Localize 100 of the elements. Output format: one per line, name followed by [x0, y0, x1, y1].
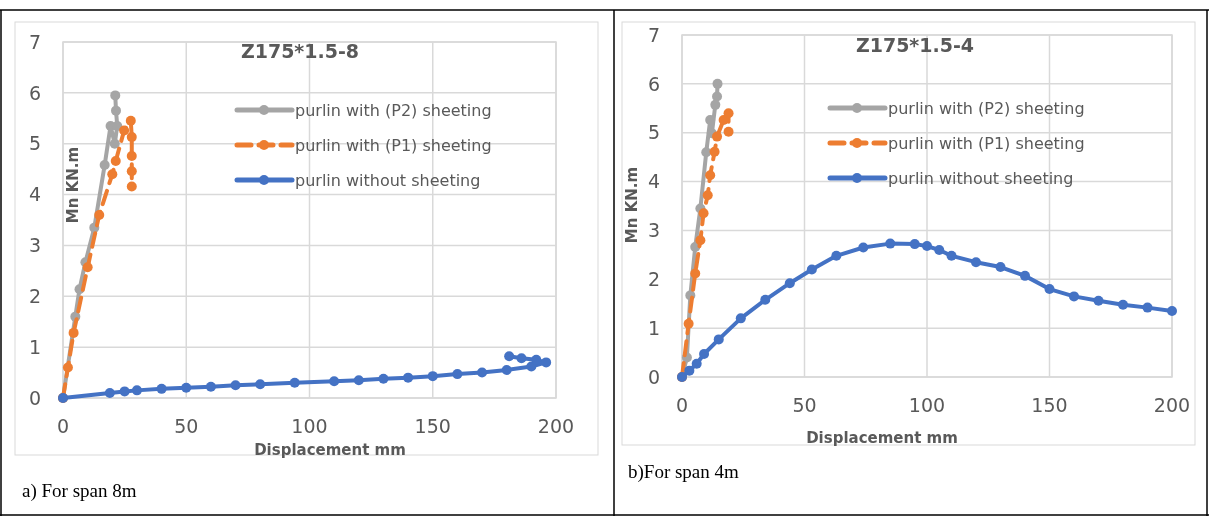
point — [885, 238, 896, 249]
y-tick-label: 1 — [28, 335, 41, 358]
point — [452, 369, 463, 380]
text: b)For span 4m — [628, 461, 740, 483]
point — [712, 78, 723, 89]
point — [971, 257, 981, 268]
point — [104, 387, 115, 398]
y-tick-label: 5 — [28, 132, 41, 155]
point — [119, 125, 130, 136]
point — [1167, 306, 1177, 317]
x-tick-label: 200 — [537, 415, 575, 437]
point — [702, 190, 713, 201]
point — [691, 358, 702, 369]
point — [1142, 302, 1153, 313]
point — [683, 318, 694, 329]
point — [531, 354, 542, 365]
point — [94, 209, 105, 220]
point — [62, 362, 73, 373]
point — [255, 379, 266, 390]
point — [698, 208, 709, 219]
point — [709, 146, 720, 157]
point — [68, 327, 79, 338]
point — [289, 377, 300, 388]
point — [156, 383, 167, 394]
y-axis-title: Mn KN.m — [64, 146, 82, 224]
x-tick-label: 150 — [414, 415, 451, 437]
point — [1044, 284, 1055, 295]
point — [701, 147, 712, 158]
point — [82, 262, 93, 273]
chart-title: Z175*1.5-8 — [240, 40, 360, 62]
point — [723, 108, 734, 119]
legend-label: purlin with (P2) sheeting — [888, 98, 1085, 118]
x-tick-label: 200 — [1153, 394, 1191, 416]
x-tick-label: 100 — [291, 415, 328, 437]
point — [427, 371, 438, 382]
point — [909, 239, 920, 250]
x-tick-label: 50 — [792, 394, 817, 416]
y-axis-title: Mn KN.m — [623, 166, 641, 244]
y-tick-label: 0 — [647, 365, 660, 388]
point — [831, 250, 842, 261]
point — [1020, 270, 1030, 281]
point — [205, 381, 216, 392]
point — [109, 138, 120, 149]
y-tick-label: 6 — [647, 72, 660, 95]
point — [718, 115, 729, 126]
y-tick-label: 4 — [28, 183, 41, 206]
legend-label: purlin without sheeting — [888, 168, 1074, 188]
point — [126, 132, 137, 143]
point — [710, 99, 721, 110]
point — [131, 385, 142, 396]
point — [107, 169, 118, 180]
point — [784, 278, 795, 289]
point — [735, 313, 746, 324]
point — [181, 382, 192, 393]
point — [1069, 291, 1079, 302]
point — [403, 372, 414, 383]
point — [934, 244, 945, 255]
point — [723, 126, 734, 137]
y-tick-label: 7 — [647, 23, 660, 46]
point — [705, 170, 716, 181]
y-tick-label: 6 — [28, 81, 41, 104]
x-tick-label: 50 — [174, 415, 199, 437]
point — [858, 242, 869, 253]
point — [99, 160, 110, 171]
legend-label: purlin with (P1) sheeting — [888, 133, 1085, 153]
point — [111, 105, 121, 116]
point — [230, 380, 241, 391]
legend-label: purlin with (P2) sheeting — [295, 100, 492, 120]
y-tick-label: 3 — [647, 219, 660, 242]
point — [922, 241, 932, 252]
point — [329, 376, 340, 387]
y-tick-label: 7 — [28, 30, 41, 53]
point — [110, 90, 121, 101]
y-tick-label: 1 — [647, 316, 660, 339]
point — [126, 166, 137, 177]
legend-label: purlin without sheeting — [295, 170, 481, 190]
point — [378, 373, 389, 384]
point — [695, 235, 706, 246]
y-tick-label: 4 — [647, 170, 660, 193]
point — [699, 349, 710, 360]
y-tick-label: 3 — [28, 234, 41, 257]
x-tick-label: 100 — [908, 394, 946, 416]
x-tick-label: 150 — [1031, 394, 1068, 416]
y-tick-label: 2 — [647, 267, 660, 290]
point — [353, 375, 364, 386]
x-axis-title: Displacement mm — [806, 429, 958, 447]
point — [995, 262, 1006, 273]
point — [126, 181, 137, 192]
point — [504, 351, 515, 362]
point — [713, 334, 724, 345]
y-tick-label: 2 — [28, 284, 41, 307]
point — [806, 264, 817, 275]
chart-title: Z175*1.5-4 — [855, 34, 975, 56]
point — [690, 268, 701, 279]
x-tick-label: 0 — [56, 415, 70, 437]
point — [946, 250, 957, 261]
point — [541, 357, 552, 368]
point — [1118, 299, 1128, 310]
point — [684, 365, 695, 376]
point — [760, 294, 771, 305]
